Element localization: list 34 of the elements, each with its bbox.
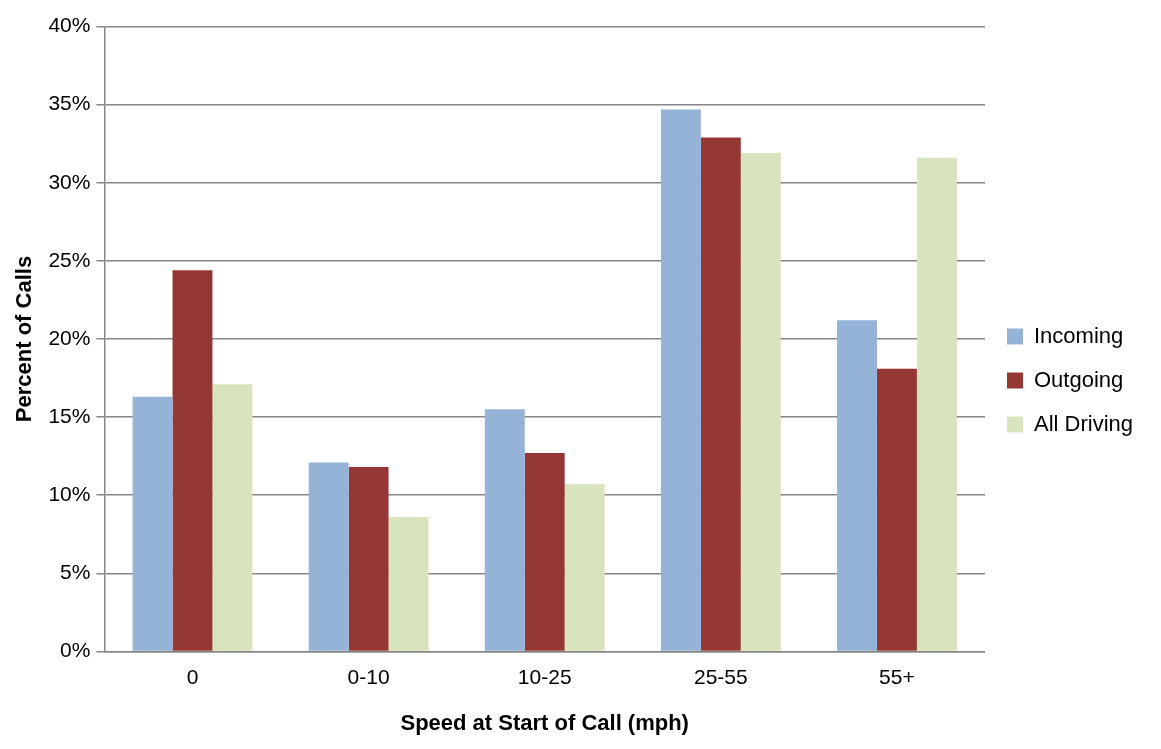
legend-label: All Driving — [1033, 410, 1134, 436]
x-axis-title: Speed at Start of Call (mph) — [400, 709, 689, 735]
legend-label: Outgoing — [1033, 366, 1124, 392]
y-axis-title: Percent of Calls — [11, 255, 37, 423]
y-tick-label: 30% — [48, 169, 91, 193]
y-tick-label: 10% — [48, 482, 91, 505]
bar — [740, 153, 781, 651]
x-tick-label: 25-55 — [693, 664, 748, 688]
bar — [172, 270, 213, 651]
bar — [564, 484, 605, 651]
bar — [524, 453, 565, 651]
x-tick-label: 0 — [186, 664, 199, 688]
bar — [308, 462, 349, 651]
x-tick-label: 0-10 — [347, 664, 390, 688]
y-tick-label: 40% — [48, 13, 91, 37]
bar — [700, 137, 741, 651]
bar — [660, 109, 701, 651]
bar — [484, 409, 525, 651]
bar — [348, 467, 389, 651]
y-tick-label: 25% — [48, 247, 91, 271]
bar — [916, 157, 957, 651]
x-tick-label: 55+ — [879, 664, 915, 688]
y-tick-label: 20% — [48, 325, 91, 349]
x-tick-label: 10-25 — [517, 664, 572, 688]
y-tick-label: 35% — [48, 91, 91, 115]
y-tick-label: 5% — [60, 560, 91, 584]
bar — [876, 368, 917, 651]
bar — [837, 320, 877, 651]
bar — [212, 384, 253, 651]
y-tick-label: 15% — [48, 403, 91, 427]
legend-label: Incoming — [1033, 322, 1124, 348]
bar — [388, 517, 429, 651]
bar — [132, 396, 173, 651]
y-tick-label: 0% — [60, 638, 91, 662]
